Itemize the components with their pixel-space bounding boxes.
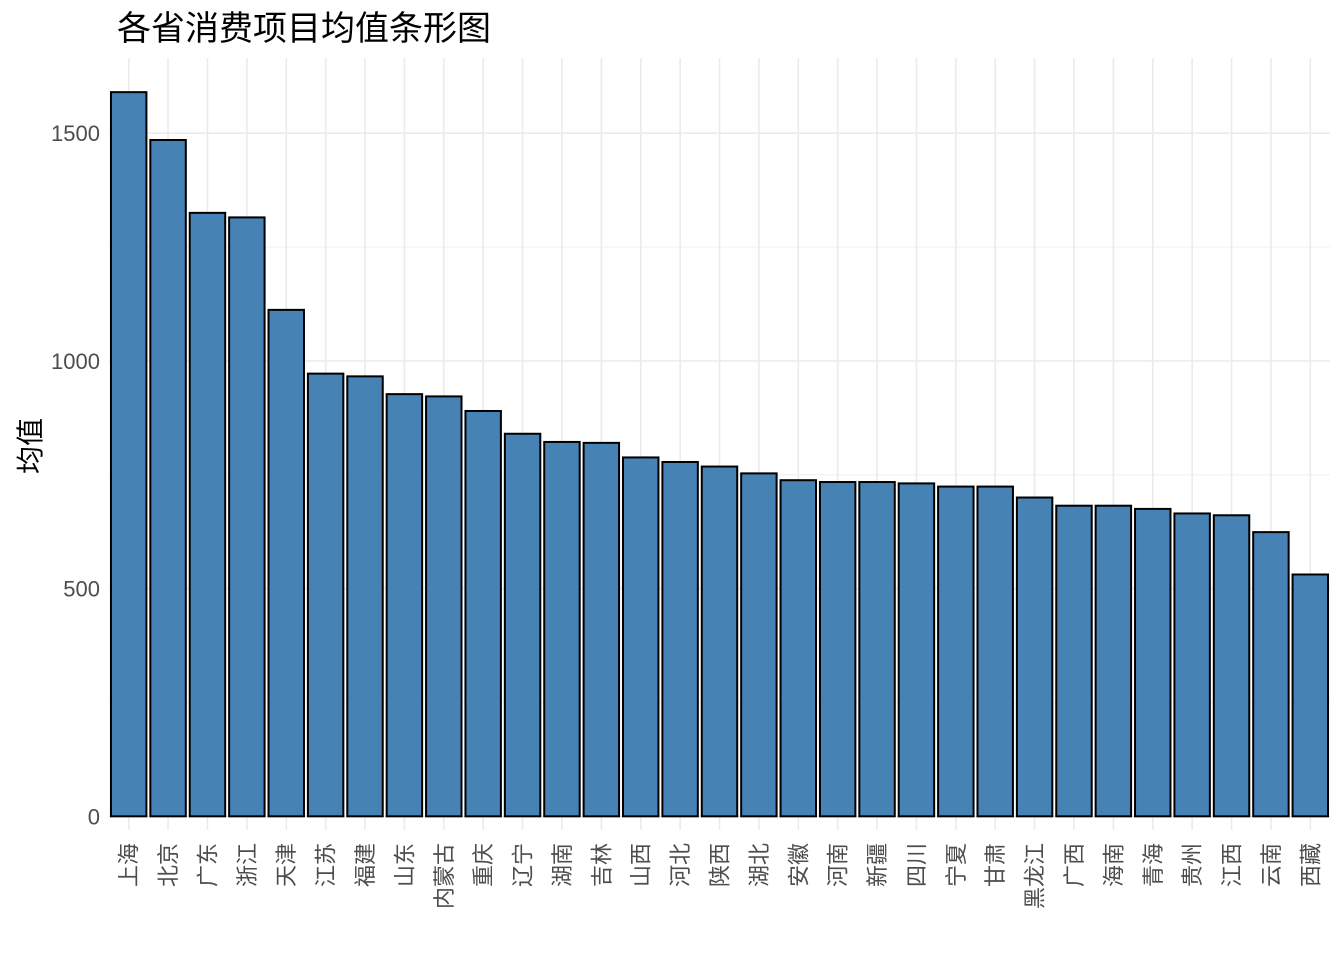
x-tick-label: 四川: [905, 843, 930, 887]
bar-湖南: [543, 440, 581, 818]
x-tick-label: 甘肃: [984, 843, 1009, 887]
x-tick-label: 贵州: [1181, 843, 1206, 887]
bar-湖北: [740, 472, 778, 818]
x-tick-label: 内蒙古: [433, 843, 458, 909]
y-tick-label: 0: [88, 804, 100, 829]
bars: [109, 91, 1330, 818]
x-tick-label: 宁夏: [945, 843, 970, 887]
bar-青海: [1134, 507, 1172, 818]
bar-四川: [897, 482, 936, 818]
y-axis-label: 均值: [14, 418, 47, 474]
x-tick-label: 北京: [157, 843, 182, 887]
bar-西藏: [1291, 573, 1330, 818]
x-tick-label: 山东: [393, 843, 418, 887]
bar-云南: [1252, 531, 1290, 818]
bar-福建: [346, 375, 384, 818]
x-tick-label: 河南: [827, 843, 852, 887]
bar-浙江: [228, 216, 266, 818]
x-tick-labels: 上海 北京 广东 浙江 天津 江苏 福建 山东 内蒙古 重庆 辽宁 湖南 吉林 山西 河北 陕西 湖北 安徽 河南新…: [118, 843, 1325, 909]
x-tick-label: 安徽: [787, 843, 812, 887]
bar-江苏: [306, 372, 345, 818]
bar-贵州: [1173, 512, 1211, 818]
x-tick-label: 黑龙江: [1024, 843, 1049, 909]
bar-海南: [1094, 504, 1133, 818]
bar-河南: [818, 481, 857, 818]
x-tick-label: 浙江: [236, 843, 261, 887]
x-tick-label: 云南: [1260, 843, 1285, 887]
x-tick-label: 江西: [1221, 843, 1246, 887]
bar-辽宁: [503, 432, 542, 818]
y-tick-label: 1000: [51, 349, 100, 374]
bar-山东: [385, 393, 424, 818]
x-tick-label: 天津: [275, 843, 300, 887]
x-tick-label: 青海: [1142, 843, 1167, 887]
bar-内蒙古: [425, 395, 463, 818]
x-tick-label: 吉林: [590, 843, 615, 887]
x-tick-label: 江苏: [315, 843, 340, 887]
chart-title: 各省消费项目均值条形图: [117, 9, 491, 49]
x-tick-label: 广东: [196, 843, 221, 887]
y-tick-label: 1500: [51, 121, 100, 146]
x-tick-label: 湖北: [748, 843, 773, 887]
x-tick-label: 福建: [354, 843, 379, 887]
y-tick-label: 500: [63, 577, 100, 602]
x-tick-label: 陕西: [709, 843, 734, 887]
x-tick-label: 重庆: [472, 843, 497, 887]
bar-新疆: [858, 481, 896, 818]
x-tick-label: 山西: [630, 843, 655, 887]
x-tick-label: 新疆: [866, 843, 891, 887]
x-tick-label: 西藏: [1299, 843, 1324, 887]
bar-江西: [1212, 514, 1251, 818]
bar-山西: [622, 456, 660, 818]
bar-河北: [661, 460, 699, 818]
x-tick-label: 海南: [1102, 843, 1127, 887]
x-tick-label: 辽宁: [512, 843, 537, 887]
bar-广东: [188, 211, 227, 818]
bar-安徽: [779, 479, 817, 818]
x-tick-label: 湖南: [551, 843, 576, 887]
bar-上海: [109, 91, 148, 818]
bar-宁夏: [937, 485, 975, 818]
bar-广西: [1055, 504, 1093, 818]
y-tick-labels: 0 500 1000 1500: [51, 121, 100, 829]
bar-黑龙江: [1015, 496, 1054, 818]
bar-陕西: [700, 465, 739, 818]
x-tick-label: 河北: [669, 843, 694, 887]
bar-天津: [267, 308, 305, 818]
bar-吉林: [582, 441, 621, 818]
x-tick-label: 上海: [118, 843, 143, 887]
x-tick-label: 广西: [1063, 843, 1088, 887]
bar-重庆: [464, 409, 502, 818]
bar-甘肃: [976, 485, 1014, 818]
bar-北京: [149, 138, 187, 818]
